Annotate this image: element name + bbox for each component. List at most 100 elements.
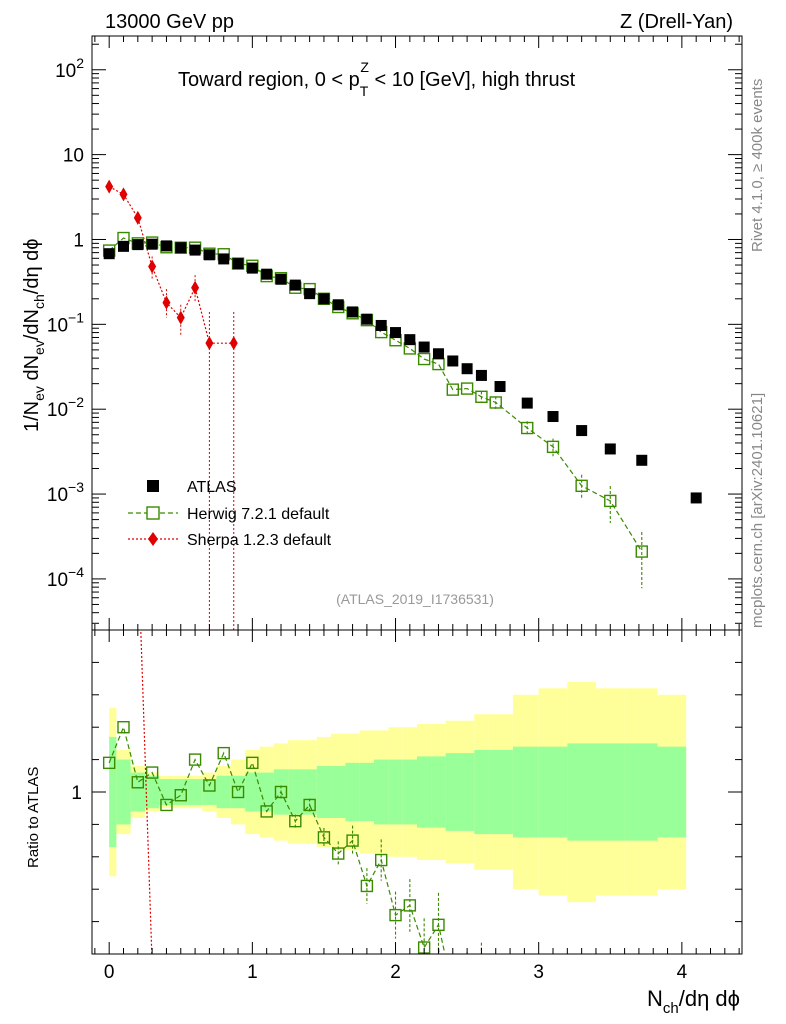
atlas-point <box>189 244 201 256</box>
sherpa-point <box>119 187 128 202</box>
sherpa-point <box>229 336 238 351</box>
herwig-point <box>446 383 459 396</box>
atlas-point <box>275 273 287 285</box>
y-tick-label: 10−3 <box>47 479 84 506</box>
ratio-band-inner <box>624 743 658 841</box>
sherpa-point <box>105 179 114 194</box>
herwig-ratio-point <box>375 853 388 867</box>
ratio-band-inner <box>202 779 217 805</box>
herwig-ratio-point <box>476 978 487 989</box>
x-tick-label: 2 <box>390 962 401 983</box>
ylabel-part1: 1/N <box>21 401 43 432</box>
atlas-point <box>636 454 648 466</box>
ratio-band-inner <box>109 736 117 848</box>
ratio-band-inner <box>173 779 188 805</box>
herwig-ratio-point <box>145 766 159 779</box>
y-tick-base: 10 <box>63 146 84 167</box>
ratio-band-inner <box>345 762 360 822</box>
atlas-point <box>261 268 273 280</box>
herwig-ratio-point <box>447 984 458 995</box>
ratio-band-inner <box>144 775 160 809</box>
herwig-ratio-point <box>303 798 316 812</box>
legend-herwig-marker <box>146 506 160 520</box>
atlas-point <box>232 258 244 270</box>
x-tick-label: 3 <box>533 962 544 983</box>
y-tick-base: 10 <box>55 61 76 82</box>
ratio-band-inner <box>388 759 403 825</box>
atlas-point <box>604 443 616 455</box>
atlas-point <box>461 363 473 375</box>
ylabel-sub1: ev <box>31 386 47 401</box>
herwig-ratio-point <box>462 984 473 995</box>
y-tick-exponent: −4 <box>68 564 84 580</box>
title-sup: Z <box>360 59 369 75</box>
ratio-band-inner <box>459 753 475 831</box>
atlas-point <box>146 238 158 250</box>
legend-sherpa-label: Sherpa 1.2.3 default <box>187 532 332 549</box>
y-tick-exponent: −3 <box>68 479 84 495</box>
header-left: 13000 GeV pp <box>105 11 234 33</box>
y-tick-label: 102 <box>55 55 84 82</box>
ylabel-sub3: ch <box>31 294 47 309</box>
y-tick-label: 10 <box>63 146 84 167</box>
sherpa-ratio-point <box>134 536 142 550</box>
atlas-point <box>160 240 172 252</box>
atlas-point <box>218 253 230 265</box>
herwig-ratio-point <box>274 785 288 799</box>
y-tick-label: 10−4 <box>47 564 84 591</box>
ratio-band-inner <box>374 759 389 825</box>
ratio-band-inner <box>331 766 346 818</box>
ratio-band-inner <box>259 772 274 812</box>
atlas-point <box>494 381 506 393</box>
atlas-point <box>361 313 373 325</box>
herwig-point <box>575 479 588 493</box>
legend-sherpa-marker <box>148 532 158 546</box>
herwig-ratio-line <box>108 725 446 954</box>
ratio-y-tick-label: 1 <box>71 783 82 804</box>
ratio-band-inner <box>359 762 375 822</box>
ratio-band-inner <box>316 766 332 818</box>
legend: ATLAS Herwig 7.2.1 default Sherpa 1.2.3 … <box>128 479 332 549</box>
ratio-axes: 0 1 2 3 4 1 <box>71 629 742 983</box>
herwig-ratio-point <box>102 756 116 770</box>
herwig-ratio-point <box>260 805 273 818</box>
atlas-point <box>103 248 115 260</box>
herwig-ratio-point <box>117 721 130 734</box>
ratio-band-inner <box>431 756 446 828</box>
herwig-ratio-point <box>160 798 173 812</box>
ratio-y-axis-label: Ratio to ATLAS <box>25 767 42 868</box>
sherpa-line <box>108 186 234 344</box>
ratio-band-inner <box>230 775 246 809</box>
ratio-band-inner <box>288 769 303 815</box>
herwig-ratio-point <box>389 908 402 922</box>
y-tick-exponent: 2 <box>76 55 84 71</box>
ratio-band-inner <box>512 746 539 838</box>
atlas-point <box>390 327 402 339</box>
herwig-point <box>604 494 617 508</box>
legend-atlas-marker <box>147 480 159 492</box>
herwig-ratio-point <box>231 785 245 799</box>
ratio-band-inner <box>417 756 432 828</box>
analysis-label: (ATLAS_2019_I1736531) <box>336 591 494 607</box>
atlas-point <box>203 249 215 261</box>
sherpa-point <box>191 280 200 295</box>
y-tick-exponent: −2 <box>68 394 84 410</box>
atlas-point <box>432 348 444 360</box>
atlas-point <box>318 293 330 305</box>
x-axis-label: Nch/dη dϕ <box>647 986 740 1017</box>
atlas-point <box>475 369 487 381</box>
title-post: < 10 [GeV], high thrust <box>369 69 576 91</box>
ratio-band-inner <box>538 746 568 838</box>
ratio-band-inner <box>657 746 687 838</box>
atlas-point <box>576 425 588 437</box>
y-tick-label: 1 <box>73 230 84 251</box>
atlas-point <box>117 240 129 252</box>
ratio-band-inner <box>116 759 131 825</box>
sherpa-point <box>205 336 214 351</box>
sherpa-point <box>162 295 171 310</box>
herwig-ratio-point <box>174 789 187 802</box>
herwig-point <box>489 396 502 409</box>
atlas-point <box>418 341 430 353</box>
ratio-band-inner <box>488 749 513 835</box>
atlas-point <box>289 279 301 291</box>
